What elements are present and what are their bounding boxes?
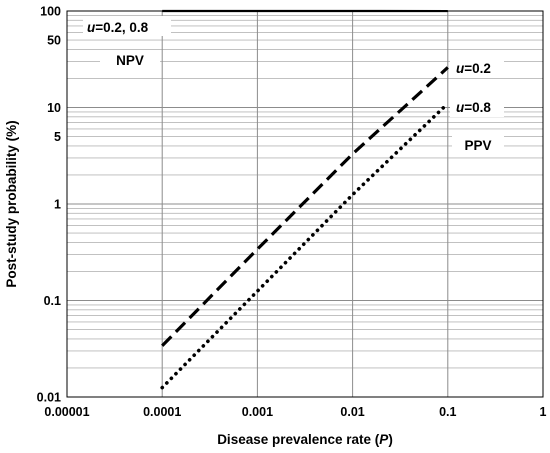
- annotation-background: [452, 135, 504, 155]
- series-line-dashed: [161, 66, 449, 347]
- y-tick-label: 0.01: [37, 391, 61, 405]
- y-tick-label: 0.1: [44, 294, 61, 308]
- plot-frame: [66, 10, 544, 398]
- annotation-backgrounds: [83, 16, 504, 155]
- annotation-npv-u: u=0.2, 0.8: [87, 20, 149, 35]
- annotation-background: [83, 16, 171, 36]
- annotation-background: [450, 58, 504, 78]
- y-tick-label: 10: [47, 101, 61, 115]
- x-tick-labels: 0.00001 0.0001 0.001 0.01 0.1 1: [44, 405, 546, 419]
- x-tick-label: 0.01: [340, 405, 364, 419]
- y-tick-label: 5: [54, 130, 61, 144]
- y-tick-labels: 0.01 0.1 1 5 10 50 100: [37, 5, 61, 405]
- x-axis-title: Disease prevalence rate (P): [217, 432, 393, 447]
- x-tick-label: 0.1: [439, 405, 456, 419]
- annotation-npv: NPV: [116, 53, 144, 68]
- x-tick-label: 1: [540, 405, 547, 419]
- y-axis-title: Post-study probability (%): [4, 120, 19, 287]
- annotation-background: [100, 50, 160, 70]
- x-tick-label: 0.00001: [44, 405, 89, 419]
- annotation-u02: u=0.2: [456, 61, 491, 76]
- series-line-dotted: [160, 101, 450, 390]
- annotation-ppv: PPV: [464, 138, 491, 153]
- x-tick-label: 0.001: [242, 405, 273, 419]
- x-tick-label: 0.0001: [143, 405, 181, 419]
- series-lines: [160, 9, 450, 390]
- y-tick-label: 1: [54, 198, 61, 212]
- y-tick-label: 50: [47, 34, 61, 48]
- annotation-u08: u=0.8: [456, 100, 491, 115]
- y-tick-label: 100: [40, 5, 61, 19]
- annotation-background: [450, 97, 504, 117]
